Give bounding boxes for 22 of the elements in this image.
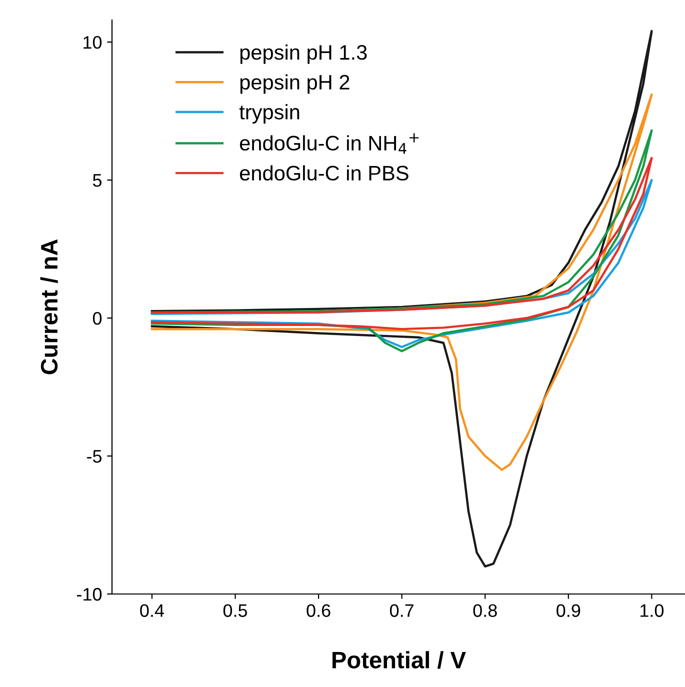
y-tick-label: -10 bbox=[76, 588, 102, 601]
x-tick-label: 0.8 bbox=[473, 604, 497, 617]
line-series bbox=[150, 156, 653, 330]
legend-label: endoGlu-C in PBS bbox=[240, 165, 408, 181]
legend-label: endoGlu-C in NH$_{4}$$^{+}$ bbox=[240, 133, 419, 154]
x-tick-label: 0.4 bbox=[140, 604, 164, 617]
y-tick-label: 10 bbox=[84, 36, 102, 49]
x-axis-title: Potential / V bbox=[332, 651, 466, 669]
x-tick-label: 0.7 bbox=[390, 604, 414, 617]
y-tick-label: -5 bbox=[87, 450, 102, 463]
legend-label: trypsin bbox=[239, 104, 300, 124]
x-tick-label: 1.0 bbox=[640, 604, 664, 617]
x-tick-label: 0.6 bbox=[306, 604, 330, 617]
x-tick-label: 0.5 bbox=[223, 604, 248, 617]
legend-label: pepsin pH 1.3 bbox=[240, 44, 367, 64]
y-tick-label: 0 bbox=[92, 312, 102, 325]
y-axis-title: Current / nA bbox=[40, 239, 58, 374]
y-tick-label: 5 bbox=[92, 174, 102, 187]
legend-label: pepsin pH 2 bbox=[240, 74, 350, 94]
line-series bbox=[150, 129, 653, 352]
x-tick-label: 0.9 bbox=[556, 604, 580, 617]
line-series bbox=[150, 30, 653, 568]
